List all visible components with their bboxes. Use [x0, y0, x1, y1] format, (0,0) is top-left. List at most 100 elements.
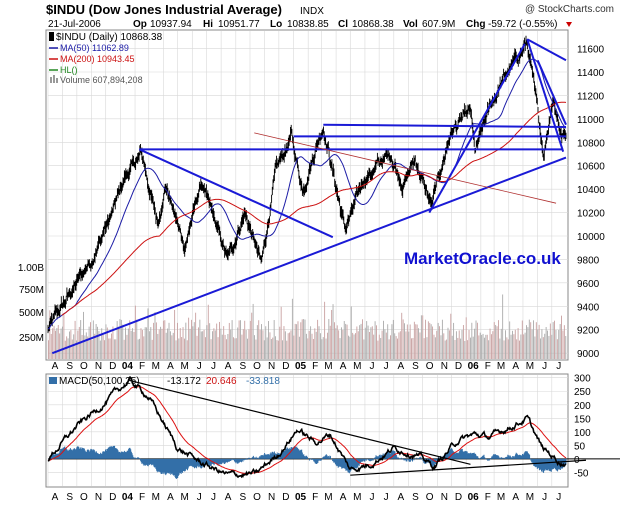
volume-bar [448, 330, 450, 359]
volume-bar [181, 337, 183, 359]
volume-bar [304, 319, 306, 359]
exchange-label: INDX [300, 6, 324, 17]
y-tick-label: 150 [574, 414, 591, 425]
volume-bar [336, 325, 338, 359]
volume-bar [221, 334, 223, 359]
y-tick-label: 10000 [577, 232, 605, 243]
volume-bar [190, 319, 192, 359]
volume-bar [440, 335, 442, 359]
volume-bar [423, 338, 425, 359]
y-tick-label: 10800 [577, 138, 605, 149]
volume-bar [343, 321, 345, 359]
volume-bar [207, 304, 209, 359]
trendline [428, 43, 526, 214]
volume-bar [193, 322, 195, 359]
volume-bar [537, 329, 539, 359]
volume-bar [481, 334, 483, 359]
volume-bar [555, 329, 557, 359]
volume-bar [151, 339, 153, 359]
volume-bar [458, 330, 460, 359]
volume-bar [348, 335, 349, 359]
volume-bar [346, 324, 348, 359]
volume-bar [247, 338, 248, 359]
volume-bar [385, 332, 387, 359]
volume-bar [335, 328, 337, 359]
x-tick-label: N [441, 361, 448, 372]
volume-bar [318, 326, 320, 359]
volume-bar [464, 340, 466, 359]
legend-volume: Volume 607,894,208 [60, 75, 143, 85]
volume-bar [279, 326, 281, 359]
volume-bar [268, 321, 269, 359]
volume-bar [280, 306, 282, 359]
volume-bar [69, 331, 70, 359]
volume-bar [216, 323, 218, 359]
volume-bar [141, 329, 143, 359]
volume-bar [349, 336, 351, 359]
x-tick-label: 04 [122, 361, 134, 372]
volume-bar [270, 339, 272, 359]
down-arrow-icon [566, 22, 572, 27]
volume-bar [507, 339, 509, 359]
volume-bar [272, 337, 274, 359]
volume-bar [355, 333, 356, 359]
volume-bar [56, 328, 58, 359]
x-tick-label: J [556, 492, 561, 503]
legend: $INDU (Daily) 10868.38 MA(50) 11062.89 M… [49, 32, 163, 85]
volume-bar [55, 330, 56, 359]
volume-bar [450, 313, 452, 359]
volume-bar [378, 334, 380, 359]
volume-bar [367, 325, 369, 359]
trendline [138, 148, 334, 239]
y-tick-label: 9200 [577, 326, 600, 337]
volume-bar [92, 320, 94, 359]
x-tick-label: 05 [295, 361, 307, 372]
volume-bar [427, 321, 429, 359]
volume-bar [556, 339, 558, 359]
x-tick-label: D [109, 492, 116, 503]
volume-bar [357, 331, 359, 359]
volume-bar [359, 325, 361, 359]
volume-bar [471, 322, 473, 359]
volume-bar [174, 309, 176, 359]
volume-bar [558, 329, 560, 359]
volume-bar [178, 338, 180, 359]
volume-bar [91, 340, 93, 359]
volume-bar [488, 340, 490, 359]
volume-bar [362, 319, 363, 359]
volume-bar [399, 331, 401, 359]
volume-bar [356, 326, 358, 359]
volume-bar [460, 338, 462, 359]
volume-bar [426, 337, 428, 359]
volume-tick-label: 1.00B [18, 263, 44, 274]
volume-bar [402, 319, 404, 359]
x-tick-label: M [180, 492, 188, 503]
x-tick-label: J [542, 492, 547, 503]
volume-bar [548, 335, 550, 359]
y-tick-label: 9000 [577, 349, 600, 360]
volume-bar [409, 324, 411, 359]
volume-bar [248, 329, 250, 359]
volume-bar [329, 325, 331, 359]
y-tick-label: 50 [574, 441, 586, 452]
volume-bar [122, 324, 124, 359]
volume-bar [205, 337, 206, 359]
price-grid [47, 31, 568, 359]
volume-bar [404, 323, 405, 359]
volume-bar [200, 331, 202, 359]
watermark: MarketOracle.co.uk [404, 249, 561, 268]
volume-bar [528, 319, 530, 359]
volume-bar [129, 320, 131, 359]
macd-legend: MACD(50,100,25) -13.172 20.646 -33.818 [49, 376, 280, 387]
volume-bar [353, 334, 355, 359]
volume-bar [326, 332, 328, 359]
volume-bar [206, 325, 208, 359]
volume-bar [565, 335, 567, 359]
x-tick-label: D [455, 492, 462, 503]
volume-bar [258, 320, 260, 359]
volume-bar [391, 324, 393, 359]
x-tick-label: S [412, 361, 419, 372]
trendline [350, 459, 587, 476]
volume-bar [441, 319, 443, 359]
x-tick-label: A [397, 361, 404, 372]
